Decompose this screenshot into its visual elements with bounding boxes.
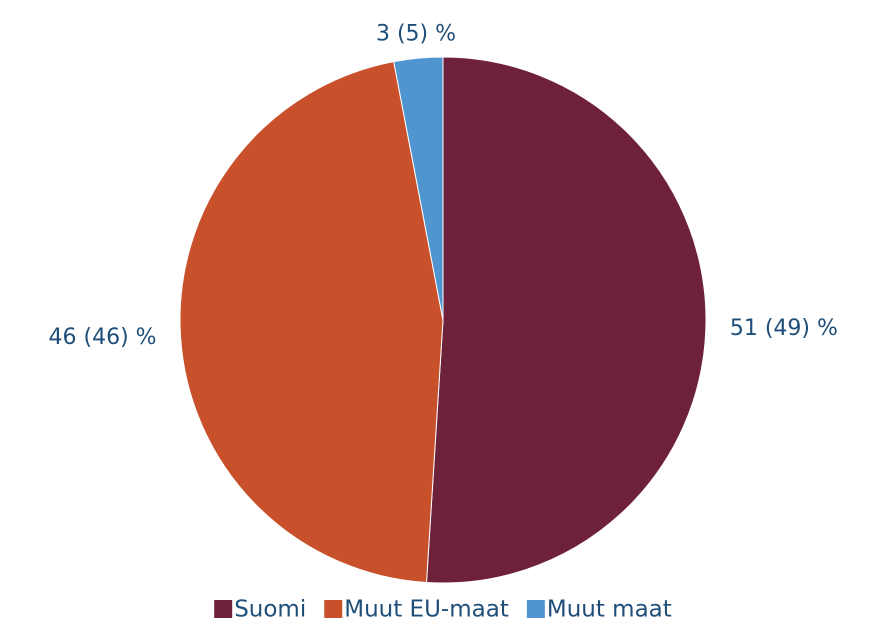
data-label: 51 (49) % xyxy=(730,316,838,341)
legend-swatch xyxy=(324,600,343,618)
pie-slice xyxy=(179,61,444,584)
legend-label: Muut maat xyxy=(547,597,672,623)
pie-slice xyxy=(425,56,707,584)
pie-slice xyxy=(393,56,444,321)
legend-swatch xyxy=(526,600,545,618)
data-label: 46 (46) % xyxy=(49,325,157,350)
legend-label: Muut EU-maat xyxy=(344,597,509,623)
legend-swatch xyxy=(214,600,233,618)
data-label: 3 (5) % xyxy=(376,21,456,46)
legend-label: Suomi xyxy=(234,597,306,623)
